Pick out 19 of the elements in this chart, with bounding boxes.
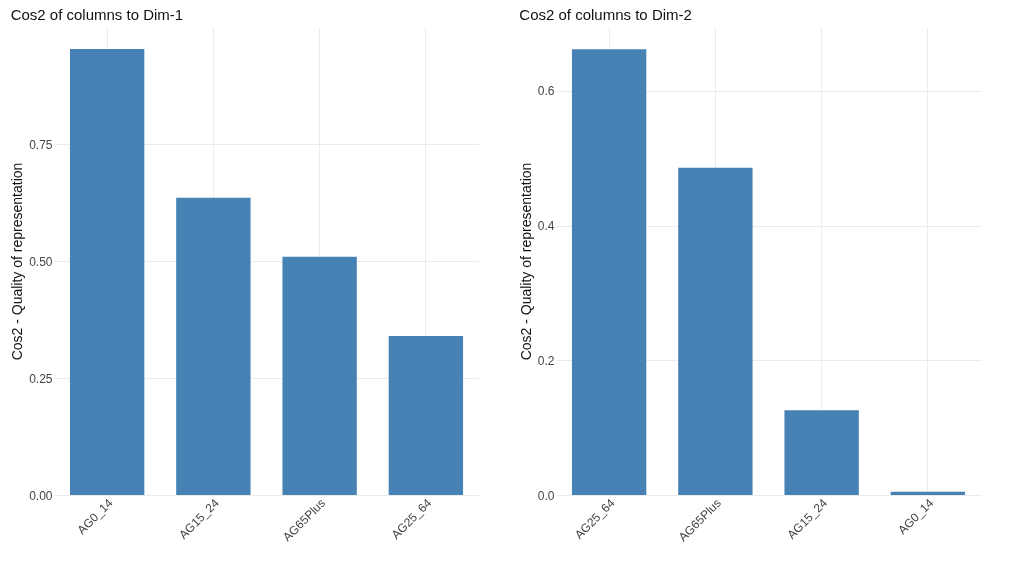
bar (571, 49, 647, 495)
y-tick-label: 0.25 (29, 371, 53, 386)
y-axis-title: Cos2 - Quality of representation (9, 162, 26, 361)
bar (282, 256, 357, 495)
y-tick-label: 0.00 (29, 488, 53, 503)
y-tick-label: 0.4 (537, 219, 555, 234)
y-tick-label: 0.0 (537, 488, 555, 503)
y-tick-label: 0.75 (29, 137, 53, 152)
bar (678, 167, 753, 495)
y-axis-title: Cos2 - Quality of representation (517, 162, 534, 361)
bar (784, 410, 859, 495)
y-tick-label: 0.50 (29, 254, 53, 269)
chart-title: Cos2 of columns to Dim-2 (519, 6, 692, 23)
y-tick-label: 0.2 (537, 353, 555, 368)
y-tick-label: 0.6 (537, 84, 555, 99)
bar (388, 335, 464, 495)
bar (69, 49, 145, 495)
bar (176, 197, 251, 495)
chart-title: Cos2 of columns to Dim-1 (10, 6, 184, 23)
